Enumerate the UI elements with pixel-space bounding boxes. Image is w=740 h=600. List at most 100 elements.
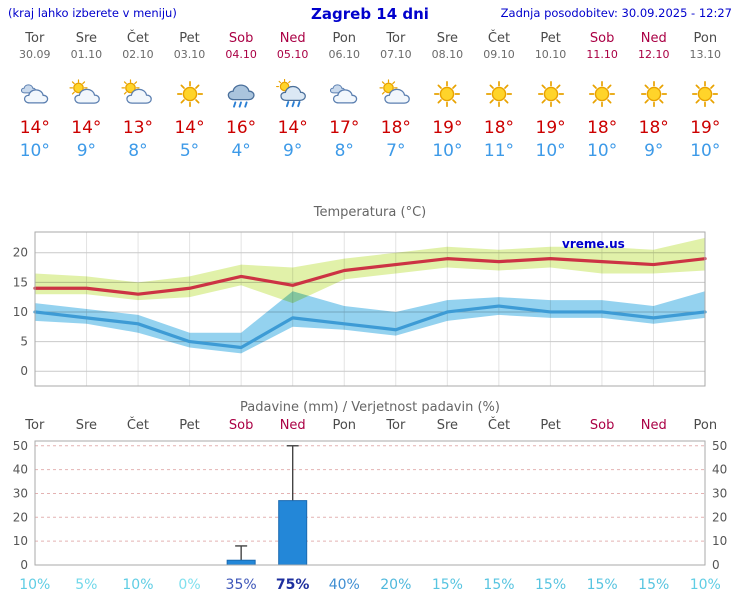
day-cell: Tor 30.09 14° 10° bbox=[9, 31, 61, 161]
day-date: 09.10 bbox=[483, 47, 515, 61]
weather-icon bbox=[171, 79, 209, 109]
day-date: 11.10 bbox=[586, 47, 618, 61]
precip-probability-row: 10% 5% 10% 0% 35% 75% 40% 20% 15% 15% 15% 15% 15% 10% bbox=[9, 577, 731, 593]
day-date: 05.10 bbox=[276, 47, 309, 61]
precip-bar bbox=[278, 500, 308, 566]
precip-probability: 15% bbox=[483, 576, 515, 593]
low-temp: 9° bbox=[76, 140, 97, 161]
high-temp: 14° bbox=[277, 117, 308, 138]
y-tick-label-right: 40 bbox=[712, 463, 727, 477]
partly-icon bbox=[70, 80, 99, 103]
day-name: Sob bbox=[589, 31, 615, 46]
min-range-band bbox=[35, 291, 705, 354]
precip-day-label: Pon bbox=[332, 417, 357, 433]
location-hint: (kraj lahko izberete v meniju) bbox=[8, 6, 177, 20]
low-temp: 7° bbox=[386, 140, 406, 161]
high-temp: 19° bbox=[432, 117, 463, 138]
precip-day-label: Ned bbox=[640, 417, 667, 433]
low-temp: 10° bbox=[19, 140, 50, 161]
weather-icon bbox=[274, 79, 312, 109]
high-temp: 19° bbox=[535, 117, 566, 138]
precip-probability: 35% bbox=[225, 576, 257, 593]
cloudy-icon bbox=[331, 85, 357, 103]
precip-day-label: Tor bbox=[25, 417, 45, 433]
day-cell: Sre 08.10 19° 10° bbox=[422, 31, 474, 161]
low-temp: 9° bbox=[283, 140, 303, 161]
day-cell: Pet 03.10 14° 5° bbox=[164, 31, 216, 161]
sunny-icon bbox=[538, 82, 562, 106]
sunny-icon bbox=[177, 82, 201, 106]
sunny-icon bbox=[693, 82, 717, 106]
weather-icon bbox=[532, 79, 570, 109]
high-temp: 16° bbox=[226, 117, 257, 138]
high-temp: 18° bbox=[483, 117, 515, 138]
watermark: vreme.us bbox=[562, 237, 625, 251]
precip-probability: 15% bbox=[535, 576, 567, 593]
forecast-strip: Tor 30.09 14° 10° Sre 01.10 14° 9° Čet 0… bbox=[9, 31, 732, 161]
high-temp: 13° bbox=[122, 117, 154, 138]
day-name: Sre bbox=[436, 31, 459, 46]
day-cell: Sre 01.10 14° 9° bbox=[61, 31, 113, 161]
y-tick-label-right: 10 bbox=[712, 534, 727, 548]
precip-probability: 40% bbox=[328, 576, 360, 593]
cloudy-icon bbox=[21, 85, 47, 103]
day-date: 13.10 bbox=[689, 47, 722, 61]
precip-day-label: Sob bbox=[228, 417, 254, 433]
day-date: 12.10 bbox=[637, 47, 670, 61]
weather-icon bbox=[635, 79, 673, 109]
precip-day-label: Tor bbox=[386, 417, 406, 433]
day-date: 03.10 bbox=[173, 47, 206, 61]
low-temp: 9° bbox=[644, 140, 664, 161]
day-cell: Ned 12.10 18° 9° bbox=[628, 31, 680, 161]
weather-icon bbox=[428, 79, 466, 109]
day-name: Pet bbox=[179, 31, 200, 46]
day-name: Pon bbox=[693, 31, 718, 46]
weather-icon bbox=[583, 79, 621, 109]
day-name: Ned bbox=[640, 31, 667, 46]
y-tick-label-left: 50 bbox=[13, 439, 28, 453]
rain-icon bbox=[228, 85, 254, 107]
weather-icon bbox=[480, 79, 518, 109]
showers-icon bbox=[276, 79, 305, 106]
day-date: 07.10 bbox=[380, 47, 412, 61]
sunny-icon bbox=[642, 82, 666, 106]
y-tick-label-right: 20 bbox=[712, 510, 727, 524]
precip-probability: 15% bbox=[431, 576, 463, 593]
precipitation-x-labels: Tor Sre Čet Pet Sob Ned Pon Tor Sre Čet Pet Sob Ned P… bbox=[9, 418, 731, 433]
day-cell: Pon 13.10 19° 10° bbox=[680, 31, 732, 161]
y-tick-label: 20 bbox=[13, 246, 28, 260]
day-cell: Sob 11.10 18° 10° bbox=[576, 31, 628, 161]
low-temp: 8° bbox=[334, 140, 354, 161]
day-name: Ned bbox=[279, 31, 306, 46]
y-tick-label: 0 bbox=[20, 364, 28, 378]
precip-day-label: Ned bbox=[279, 417, 306, 433]
precip-probability: 75% bbox=[275, 576, 310, 593]
high-temp: 18° bbox=[638, 117, 669, 138]
low-temp: 5° bbox=[179, 140, 200, 161]
day-cell: Čet 09.10 18° 11° bbox=[473, 31, 525, 161]
day-date: 30.09 bbox=[19, 47, 51, 61]
last-update: Zadnja posodobitev: 30.09.2025 - 12:27 bbox=[500, 6, 732, 20]
precip-day-label: Pet bbox=[540, 417, 561, 433]
partly-icon bbox=[380, 80, 409, 103]
min-temperature-line bbox=[33, 304, 707, 350]
high-temp: 14° bbox=[71, 117, 102, 138]
precip-probability: 10% bbox=[122, 576, 154, 593]
day-cell: Ned 05.10 14° 9° bbox=[267, 31, 319, 161]
page-header: (kraj lahko izberete v meniju) Zagreb 14… bbox=[0, 0, 740, 26]
y-tick-label-right: 0 bbox=[712, 558, 720, 572]
day-date: 01.10 bbox=[70, 47, 103, 61]
weather-icon bbox=[686, 79, 724, 109]
precip-day-label: Sre bbox=[75, 417, 98, 433]
day-date: 10.10 bbox=[534, 47, 567, 61]
weather-icon bbox=[222, 79, 260, 109]
precip-bar bbox=[226, 559, 256, 566]
weather-icon bbox=[377, 79, 415, 109]
sunny-icon bbox=[590, 82, 614, 106]
day-cell: Čet 02.10 13° 8° bbox=[112, 31, 164, 161]
weather-icon bbox=[325, 79, 363, 109]
weather-icon bbox=[16, 79, 54, 109]
high-temp: 17° bbox=[329, 117, 360, 138]
high-temp: 18° bbox=[587, 117, 618, 138]
precip-probability: 5% bbox=[75, 576, 98, 593]
